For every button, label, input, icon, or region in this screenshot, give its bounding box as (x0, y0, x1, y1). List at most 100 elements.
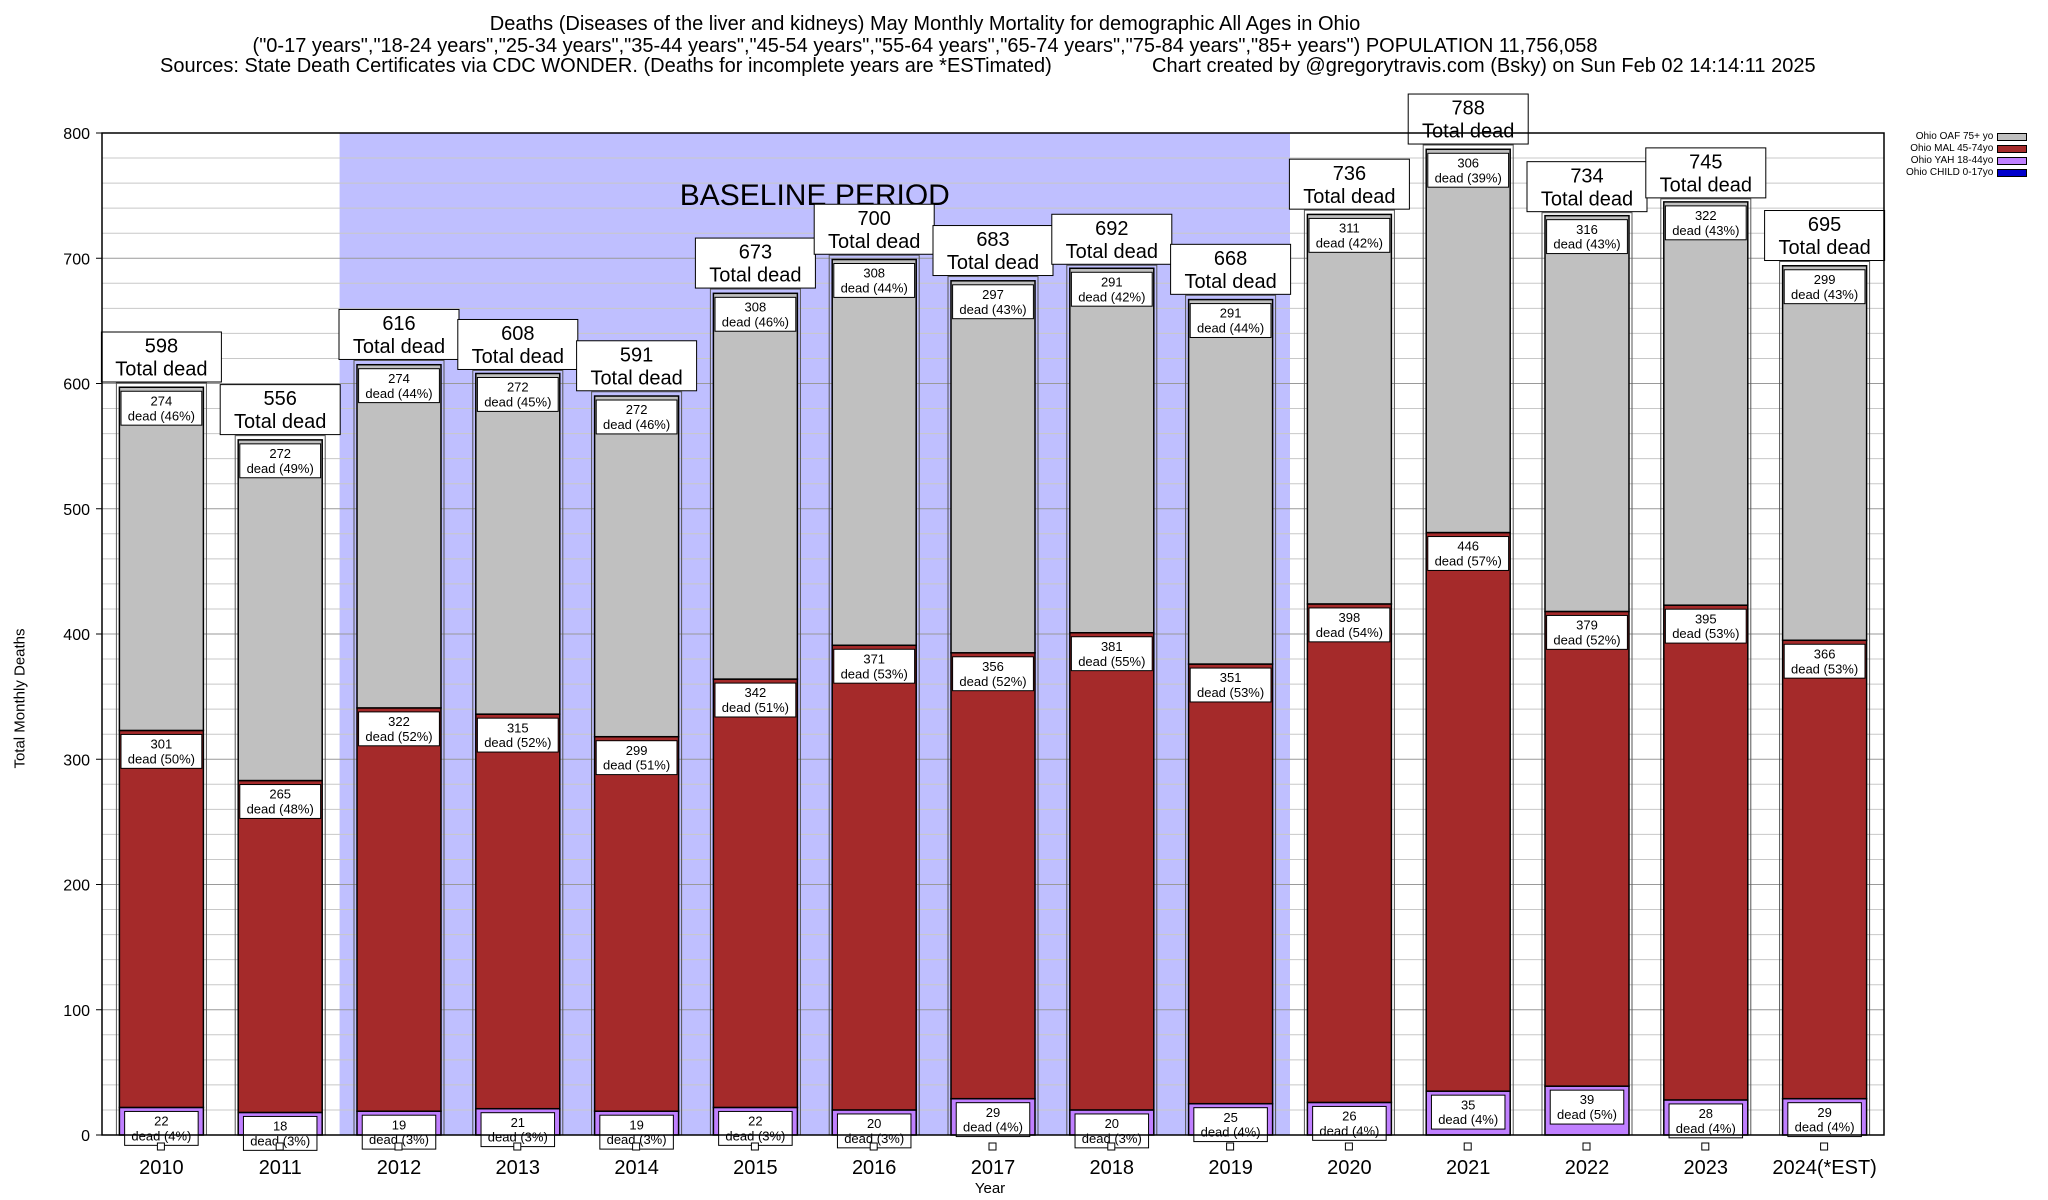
child-zero-marker (1107, 1142, 1116, 1151)
svg-text:556: 556 (264, 388, 297, 410)
legend-entry: Ohio MAL 45-74yo (1906, 143, 2028, 155)
svg-text:dead (46%): dead (46%) (128, 408, 195, 423)
svg-text:301: 301 (151, 737, 173, 752)
child-zero-marker (394, 1142, 403, 1151)
svg-text:19: 19 (392, 1117, 406, 1132)
x-tick-label: 2014 (614, 1157, 659, 1179)
svg-text:dead (48%): dead (48%) (247, 802, 314, 817)
x-tick-label: 2012 (377, 1157, 422, 1179)
svg-text:dead (45%): dead (45%) (484, 395, 551, 410)
child-zero-marker (869, 1142, 878, 1151)
y-axis-label: Total Monthly Deaths (11, 628, 29, 769)
svg-text:dead (4%): dead (4%) (1201, 1125, 1261, 1140)
x-tick-label: 2015 (733, 1157, 778, 1179)
svg-text:dead (52%): dead (52%) (484, 735, 551, 750)
svg-text:dead (3%): dead (3%) (607, 1132, 667, 1147)
legend-label: Ohio MAL 45-74yo (1910, 143, 1994, 154)
bar-segment (712, 678, 799, 1109)
svg-text:745: 745 (1689, 151, 1722, 173)
svg-text:Total dead: Total dead (828, 231, 920, 253)
y-tick-label: 600 (63, 377, 90, 394)
svg-text:dead (49%): dead (49%) (247, 461, 314, 476)
svg-text:20: 20 (1105, 1116, 1119, 1131)
x-axis-label: Year (974, 1180, 1006, 1197)
x-tick-label: 2010 (139, 1157, 184, 1179)
x-tick-label: 2024(*EST) (1772, 1157, 1877, 1179)
svg-text:788: 788 (1452, 98, 1485, 120)
bar-segment (950, 280, 1036, 654)
legend-entry: Ohio OAF 75+ yo (1906, 131, 2028, 143)
bar-segment (237, 439, 323, 782)
svg-text:dead (44%): dead (44%) (841, 281, 908, 296)
svg-text:dead (43%): dead (43%) (959, 302, 1026, 317)
child-zero-marker (1820, 1142, 1829, 1151)
svg-text:Total dead: Total dead (472, 346, 564, 368)
bar-segment (593, 735, 680, 1112)
svg-text:265: 265 (269, 787, 291, 802)
bar-segment (1069, 267, 1155, 634)
svg-text:dead (54%): dead (54%) (1316, 625, 1383, 640)
svg-text:Total dead: Total dead (115, 359, 207, 381)
svg-text:322: 322 (1695, 208, 1717, 223)
svg-text:Total dead: Total dead (353, 336, 445, 358)
bar-segment (1187, 298, 1274, 665)
svg-text:dead (44%): dead (44%) (365, 386, 432, 401)
svg-text:274: 274 (151, 393, 173, 408)
svg-text:683: 683 (976, 229, 1009, 251)
svg-text:Total dead: Total dead (709, 265, 801, 287)
svg-text:dead (4%): dead (4%) (1319, 1123, 1379, 1138)
svg-text:395: 395 (1695, 611, 1717, 626)
bar-segment (475, 372, 561, 715)
svg-text:35: 35 (1461, 1097, 1475, 1112)
svg-text:20: 20 (867, 1116, 881, 1131)
bar-segment (356, 363, 442, 709)
svg-text:Total dead: Total dead (234, 411, 326, 433)
bar-segment (950, 652, 1036, 1100)
x-tick-label: 2018 (1090, 1157, 1135, 1179)
bar-segment (1187, 663, 1274, 1105)
svg-text:291: 291 (1101, 274, 1123, 289)
chart-legend: Ohio OAF 75+ yo Ohio MAL 45-74yo Ohio YAH … (1906, 131, 2028, 179)
svg-text:379: 379 (1576, 618, 1598, 633)
svg-text:668: 668 (1214, 248, 1247, 270)
svg-text:dead (53%): dead (53%) (1791, 661, 1858, 676)
svg-text:dead (3%): dead (3%) (488, 1130, 548, 1145)
svg-text:dead (4%): dead (4%) (131, 1128, 191, 1143)
bar-segment (1544, 610, 1630, 1087)
bar-segment (1425, 148, 1511, 534)
svg-text:322: 322 (388, 714, 410, 729)
svg-text:dead (53%): dead (53%) (1197, 685, 1264, 700)
svg-text:dead (53%): dead (53%) (1672, 626, 1739, 641)
svg-text:736: 736 (1333, 163, 1366, 185)
bar-segment (118, 386, 205, 732)
bar-segment (118, 729, 205, 1109)
svg-text:306: 306 (1457, 155, 1479, 170)
legend-swatch (1997, 157, 2028, 165)
svg-text:598: 598 (145, 336, 178, 358)
bar-segment (831, 258, 917, 647)
svg-text:dead (55%): dead (55%) (1078, 654, 1145, 669)
legend-swatch (1997, 169, 2028, 177)
